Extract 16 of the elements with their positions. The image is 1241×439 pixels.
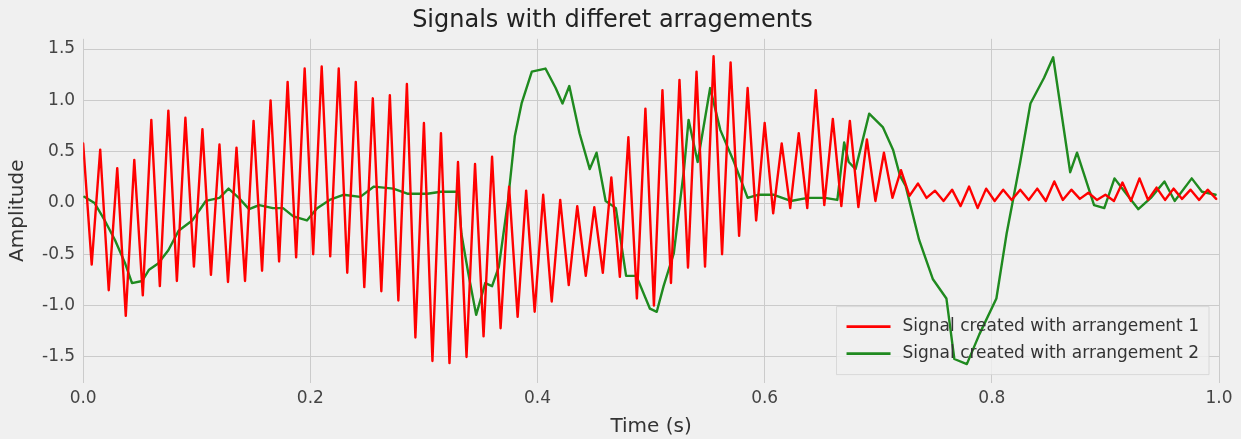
y-tick-label: 0.5 [48,140,76,161]
y-tick-label: -1.5 [42,345,76,366]
y-tick-label: 1.5 [48,37,76,58]
x-tick-label: 0.6 [751,387,779,408]
chart-title: Signals with differet arragements [412,4,813,33]
y-axis-title: Amplitude [4,159,29,262]
y-tick-label: -0.5 [42,242,76,263]
x-tick-label: 0.2 [296,387,324,408]
y-tick-label: 0.0 [48,191,76,212]
x-tick-label: 0.0 [69,387,97,408]
y-tick-label: 1.0 [48,88,76,109]
x-tick-label: 1.0 [1205,387,1233,408]
x-tick-label: 0.4 [523,387,552,408]
x-tick-label: 0.8 [978,387,1006,408]
x-axis-title: Time (s) [609,413,692,438]
y-tick-label: -1.0 [42,294,76,315]
